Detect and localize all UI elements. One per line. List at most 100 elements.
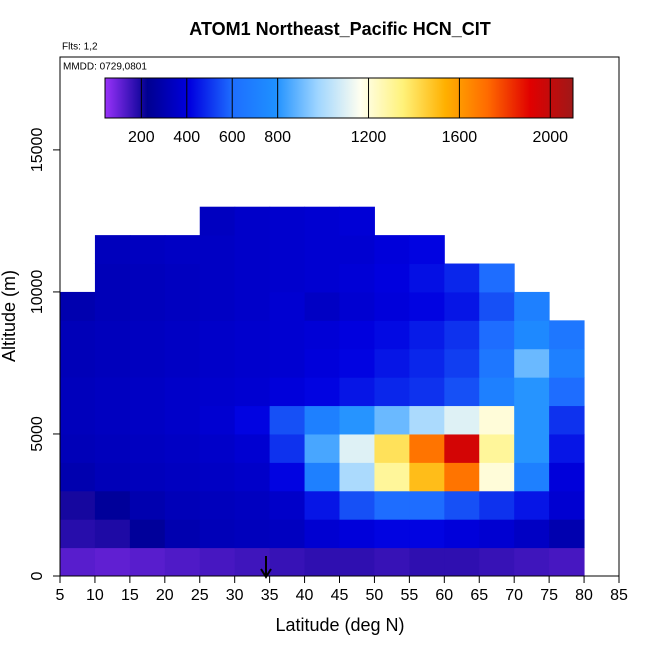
x-tick-label: 40 <box>296 587 314 604</box>
heatmap-cell <box>409 405 445 435</box>
heatmap-cell <box>164 547 201 577</box>
heatmap-cell <box>374 291 410 321</box>
heatmap-cell <box>269 291 306 321</box>
heatmap-cell <box>514 519 550 549</box>
x-tick-label: 55 <box>400 587 418 604</box>
arrow <box>260 556 272 579</box>
heatmap-cell <box>304 263 340 293</box>
heatmap-cell <box>164 291 201 321</box>
heatmap-cell <box>234 547 271 577</box>
heatmap-cell <box>94 405 131 435</box>
x-tick-label: 20 <box>156 587 174 604</box>
x-tick-label: 75 <box>540 587 558 604</box>
heatmap-cell <box>374 348 410 378</box>
heatmap-cell <box>339 462 375 492</box>
heatmap-cell <box>234 291 271 321</box>
heatmap-cell <box>374 377 410 407</box>
colorbar-tick-label: 1200 <box>351 129 387 146</box>
heatmap-cell <box>199 291 236 321</box>
heatmap-cell <box>409 433 445 463</box>
heatmap-cell <box>199 320 236 350</box>
heatmap-cell <box>234 519 271 549</box>
x-tick-label: 5 <box>56 587 65 604</box>
heatmap-cell <box>549 490 585 520</box>
heatmap-cell <box>479 263 515 293</box>
y-tick-label: 10000 <box>29 270 46 315</box>
heatmap-cell <box>94 291 131 321</box>
heatmap-cell <box>444 377 480 407</box>
heatmap-cell <box>374 433 410 463</box>
heatmap-cell <box>304 490 340 520</box>
heatmap-cell <box>60 348 96 378</box>
heatmap-cell <box>444 462 480 492</box>
heatmap-cell <box>374 263 410 293</box>
heatmap <box>60 206 585 577</box>
heatmap-cell <box>199 433 236 463</box>
heatmap-cell <box>409 547 445 577</box>
heatmap-cell <box>94 377 131 407</box>
heatmap-cell <box>129 263 166 293</box>
heatmap-cell <box>549 348 585 378</box>
heatmap-cell <box>269 519 306 549</box>
x-tick-label: 15 <box>121 587 139 604</box>
heatmap-cell <box>374 462 410 492</box>
heatmap-cell <box>514 405 550 435</box>
heatmap-cell <box>269 405 306 435</box>
heatmap-cell <box>304 206 340 236</box>
heatmap-cell <box>129 490 166 520</box>
heatmap-cell <box>129 348 166 378</box>
heatmap-cell <box>199 206 236 236</box>
heatmap-cell <box>514 348 550 378</box>
heatmap-cell <box>60 547 96 577</box>
heatmap-cell <box>409 519 445 549</box>
heatmap-cell <box>94 547 131 577</box>
heatmap-cell <box>514 433 550 463</box>
heatmap-cell <box>339 320 375 350</box>
heatmap-cell <box>409 377 445 407</box>
colorbar-tick-label: 2000 <box>532 129 568 146</box>
heatmap-cell <box>234 433 271 463</box>
y-tick-label: 5000 <box>29 416 46 452</box>
heatmap-cell <box>479 462 515 492</box>
heatmap-cell <box>269 206 306 236</box>
heatmap-cell <box>339 291 375 321</box>
heatmap-cell <box>514 377 550 407</box>
y-tick-label: 0 <box>29 571 46 580</box>
heatmap-cell <box>549 462 585 492</box>
heatmap-cell <box>269 547 306 577</box>
x-tick-label: 35 <box>261 587 279 604</box>
heatmap-cell <box>479 348 515 378</box>
heatmap-cell <box>479 433 515 463</box>
heatmap-cell <box>199 547 236 577</box>
colorbar-tick-label: 800 <box>264 129 291 146</box>
heatmap-cell <box>269 433 306 463</box>
heatmap-cell <box>129 433 166 463</box>
heatmap-cell <box>60 519 96 549</box>
heatmap-cell <box>444 348 480 378</box>
heatmap-cell <box>269 377 306 407</box>
heatmap-cell <box>409 490 445 520</box>
heatmap-cell <box>304 462 340 492</box>
heatmap-cell <box>164 320 201 350</box>
heatmap-cell <box>304 519 340 549</box>
flights-label: Flts: 1,2 <box>62 42 98 53</box>
heatmap-cell <box>94 320 131 350</box>
heatmap-cell <box>374 519 410 549</box>
x-tick-label: 30 <box>226 587 244 604</box>
heatmap-cell <box>199 490 236 520</box>
heatmap-cell <box>269 263 306 293</box>
heatmap-cell <box>549 519 585 549</box>
heatmap-cell <box>164 235 201 265</box>
heatmap-cell <box>339 490 375 520</box>
heatmap-cell <box>129 405 166 435</box>
heatmap-cell <box>164 462 201 492</box>
heatmap-cell <box>444 263 480 293</box>
colorbar-tick-label: 400 <box>173 129 200 146</box>
heatmap-cell <box>234 348 271 378</box>
heatmap-cell <box>234 206 271 236</box>
heatmap-cell <box>304 547 340 577</box>
heatmap-cell <box>374 490 410 520</box>
heatmap-cell <box>164 348 201 378</box>
x-tick-label: 85 <box>610 587 628 604</box>
